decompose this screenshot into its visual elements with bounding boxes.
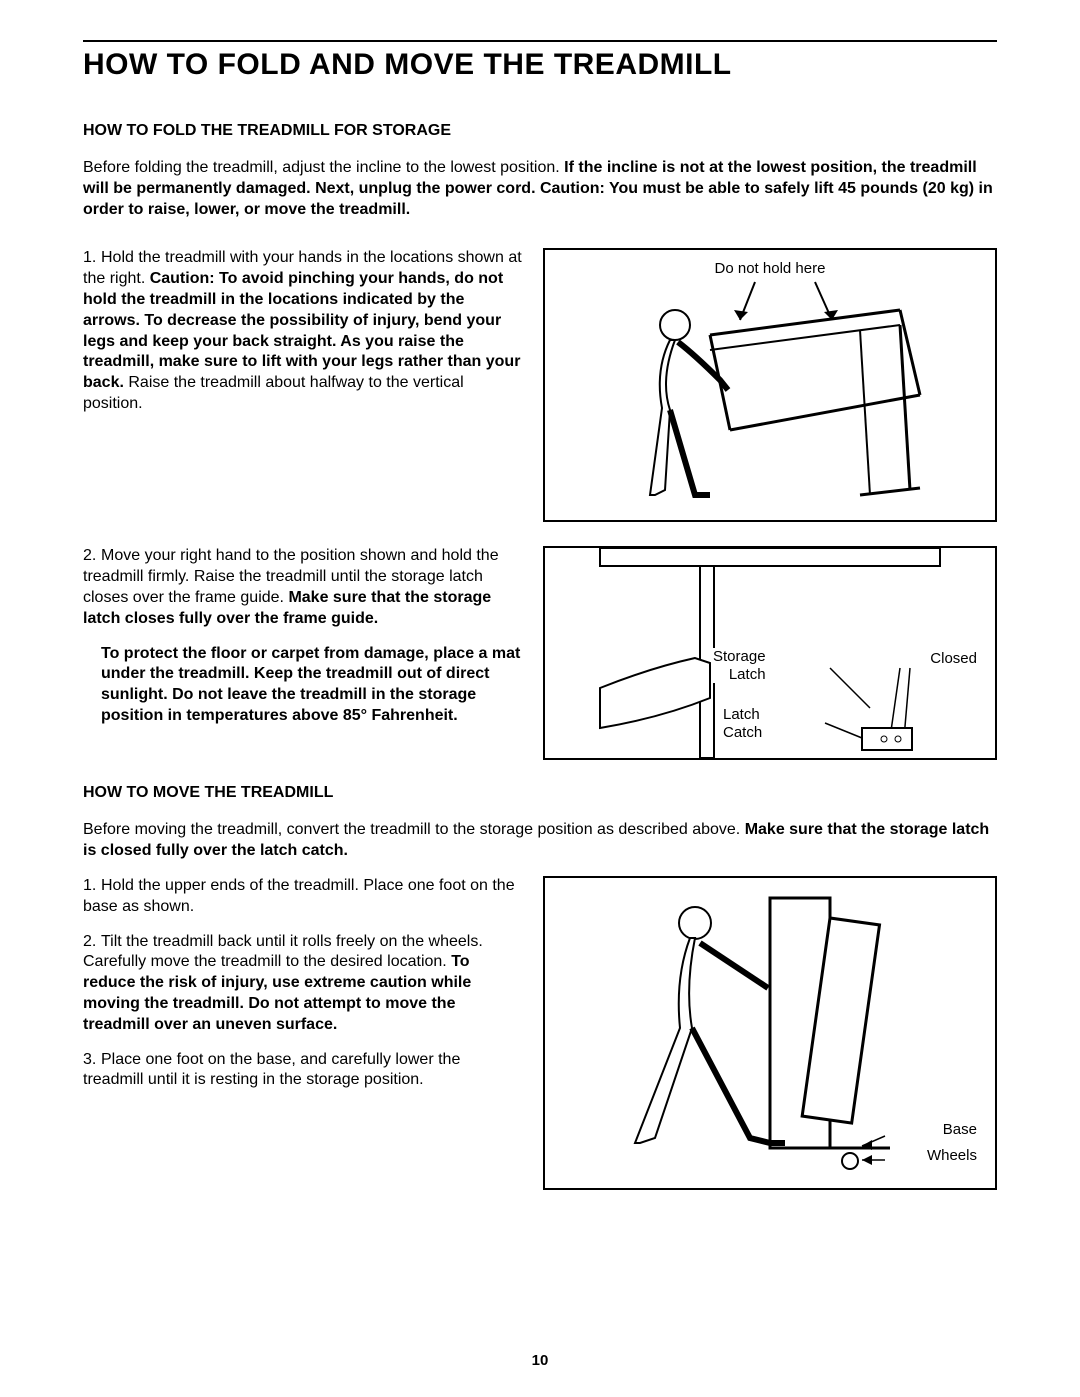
fig1-label-do-not-hold: Do not hold here	[545, 260, 995, 277]
fig2-label-closed: Closed	[930, 650, 977, 667]
section2-row: 1.Hold the upper ends of the treadmill. …	[83, 876, 997, 1190]
fig2-label-storage-latch: Storage Latch	[713, 648, 766, 683]
figure-1: Do not hold here	[543, 248, 997, 522]
fig2-label-latch-catch: Latch Catch	[723, 706, 762, 741]
fig2-illustration	[545, 548, 995, 758]
fig1-illustration	[545, 250, 995, 520]
fig3-label-base: Base	[943, 1121, 977, 1138]
step2-p2: To protect the floor or carpet from dama…	[101, 645, 520, 724]
section1-intro: Before folding the treadmill, adjust the…	[83, 158, 997, 220]
step1-c: Raise the treadmill about halfway to the…	[83, 374, 464, 412]
top-rule	[83, 40, 997, 42]
section1-heading: HOW TO FOLD THE TREADMILL FOR STORAGE	[83, 122, 997, 140]
section2-intro: Before moving the treadmill, convert the…	[83, 820, 997, 862]
intro-plain: Before folding the treadmill, adjust the…	[83, 159, 564, 176]
step2-text: 2.Move your right hand to the position s…	[83, 546, 523, 760]
manual-page: HOW TO FOLD AND MOVE THE TREADMILL HOW T…	[0, 0, 1080, 1397]
step1-row: 1.Hold the treadmill with your hands in …	[83, 248, 997, 522]
s2-step3: Place one foot on the base, and carefull…	[83, 1051, 460, 1089]
step1-text: 1.Hold the treadmill with your hands in …	[83, 248, 523, 522]
section2-steps: 1.Hold the upper ends of the treadmill. …	[83, 876, 523, 1190]
section2-heading: HOW TO MOVE THE TREADMILL	[83, 784, 997, 802]
step-number: 1.	[83, 876, 101, 897]
s2-intro-a: Before moving the treadmill, convert the…	[83, 821, 745, 838]
s2-step1: Hold the upper ends of the treadmill. Pl…	[83, 877, 515, 915]
step-number: 2.	[83, 932, 101, 953]
fig3-illustration	[545, 878, 995, 1188]
page-number: 10	[0, 1352, 1080, 1369]
step-number: 2.	[83, 546, 101, 567]
step2-row: 2.Move your right hand to the position s…	[83, 546, 997, 760]
figure-2: Storage Latch Closed Latch Catch	[543, 546, 997, 760]
fig3-label-wheels: Wheels	[927, 1147, 977, 1164]
page-title: HOW TO FOLD AND MOVE THE TREADMILL	[83, 48, 997, 82]
step-number: 3.	[83, 1050, 101, 1071]
figure-3: Base Wheels	[543, 876, 997, 1190]
step-number: 1.	[83, 248, 101, 269]
s2-step2-a: Tilt the treadmill back until it rolls f…	[83, 933, 483, 971]
